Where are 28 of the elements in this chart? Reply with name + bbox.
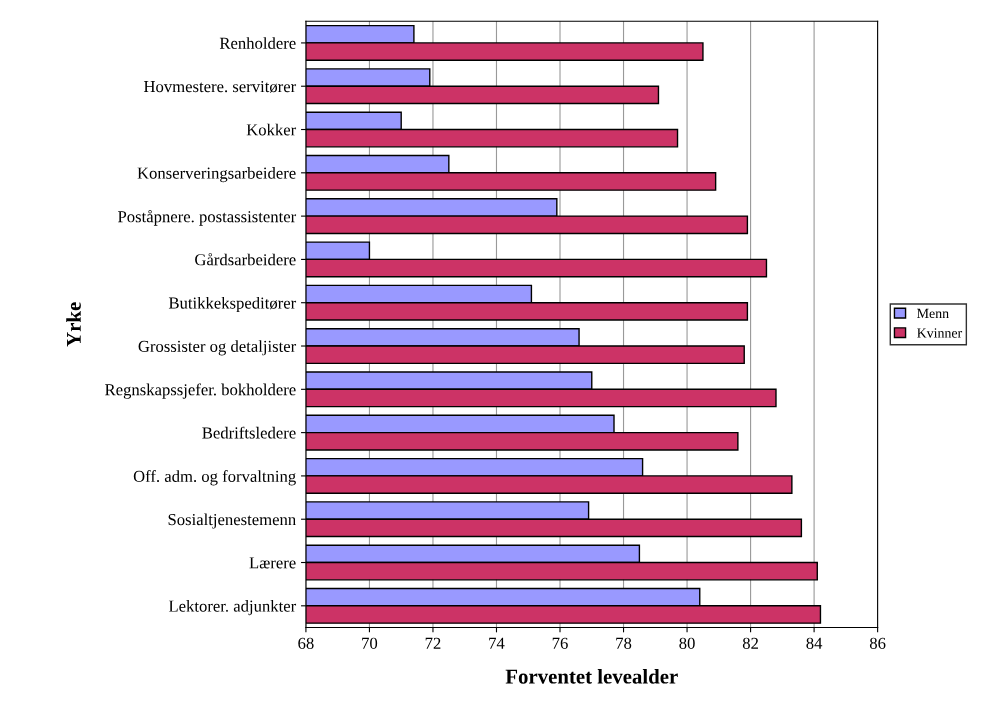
- legend-label: Kvinner: [917, 328, 963, 338]
- y-tick-label: Konserveringsarbeidere: [137, 167, 296, 183]
- y-tick-label: Bedriftsledere: [202, 426, 296, 439]
- y-tick-label: Renholdere: [219, 37, 296, 49]
- y-tick-label: Hovmestere. servitører: [143, 80, 297, 93]
- y-tick-label: Butikkekspeditører: [168, 296, 297, 313]
- y-tick-label: Kokker: [246, 123, 297, 136]
- y-tick-label: Poståpnere. postassistenter: [117, 210, 297, 226]
- y-tick-label: Lektorer. adjunkter: [168, 600, 297, 616]
- y-axis-title: Yrke: [66, 302, 81, 347]
- legend-label: Menn: [917, 308, 949, 319]
- y-tick-label: Lærere: [249, 557, 296, 569]
- x-tick-label: 86: [869, 637, 886, 649]
- y-tick-label: Off. adm. og forvaltning: [133, 470, 296, 486]
- x-tick-label: 68: [298, 637, 314, 649]
- x-tick-label: 82: [742, 637, 758, 649]
- y-tick-label: Regnskapssjefer. bokholdere: [105, 383, 296, 399]
- x-tick-label: 70: [362, 637, 378, 649]
- x-tick-label: 76: [552, 637, 568, 649]
- y-tick-label: Grossister og detaljister: [138, 340, 297, 356]
- x-tick-label: 80: [679, 637, 695, 649]
- y-tick-label: Sosialtjenestemenn: [168, 513, 296, 529]
- x-axis-title: Forventet levealder: [505, 668, 678, 684]
- x-tick-label: 74: [489, 637, 505, 649]
- x-tick-label: 84: [806, 637, 823, 649]
- x-tick-label: 78: [616, 637, 632, 649]
- y-tick-label: Gårdsarbeidere: [195, 253, 296, 266]
- x-tick-label: 72: [425, 637, 441, 649]
